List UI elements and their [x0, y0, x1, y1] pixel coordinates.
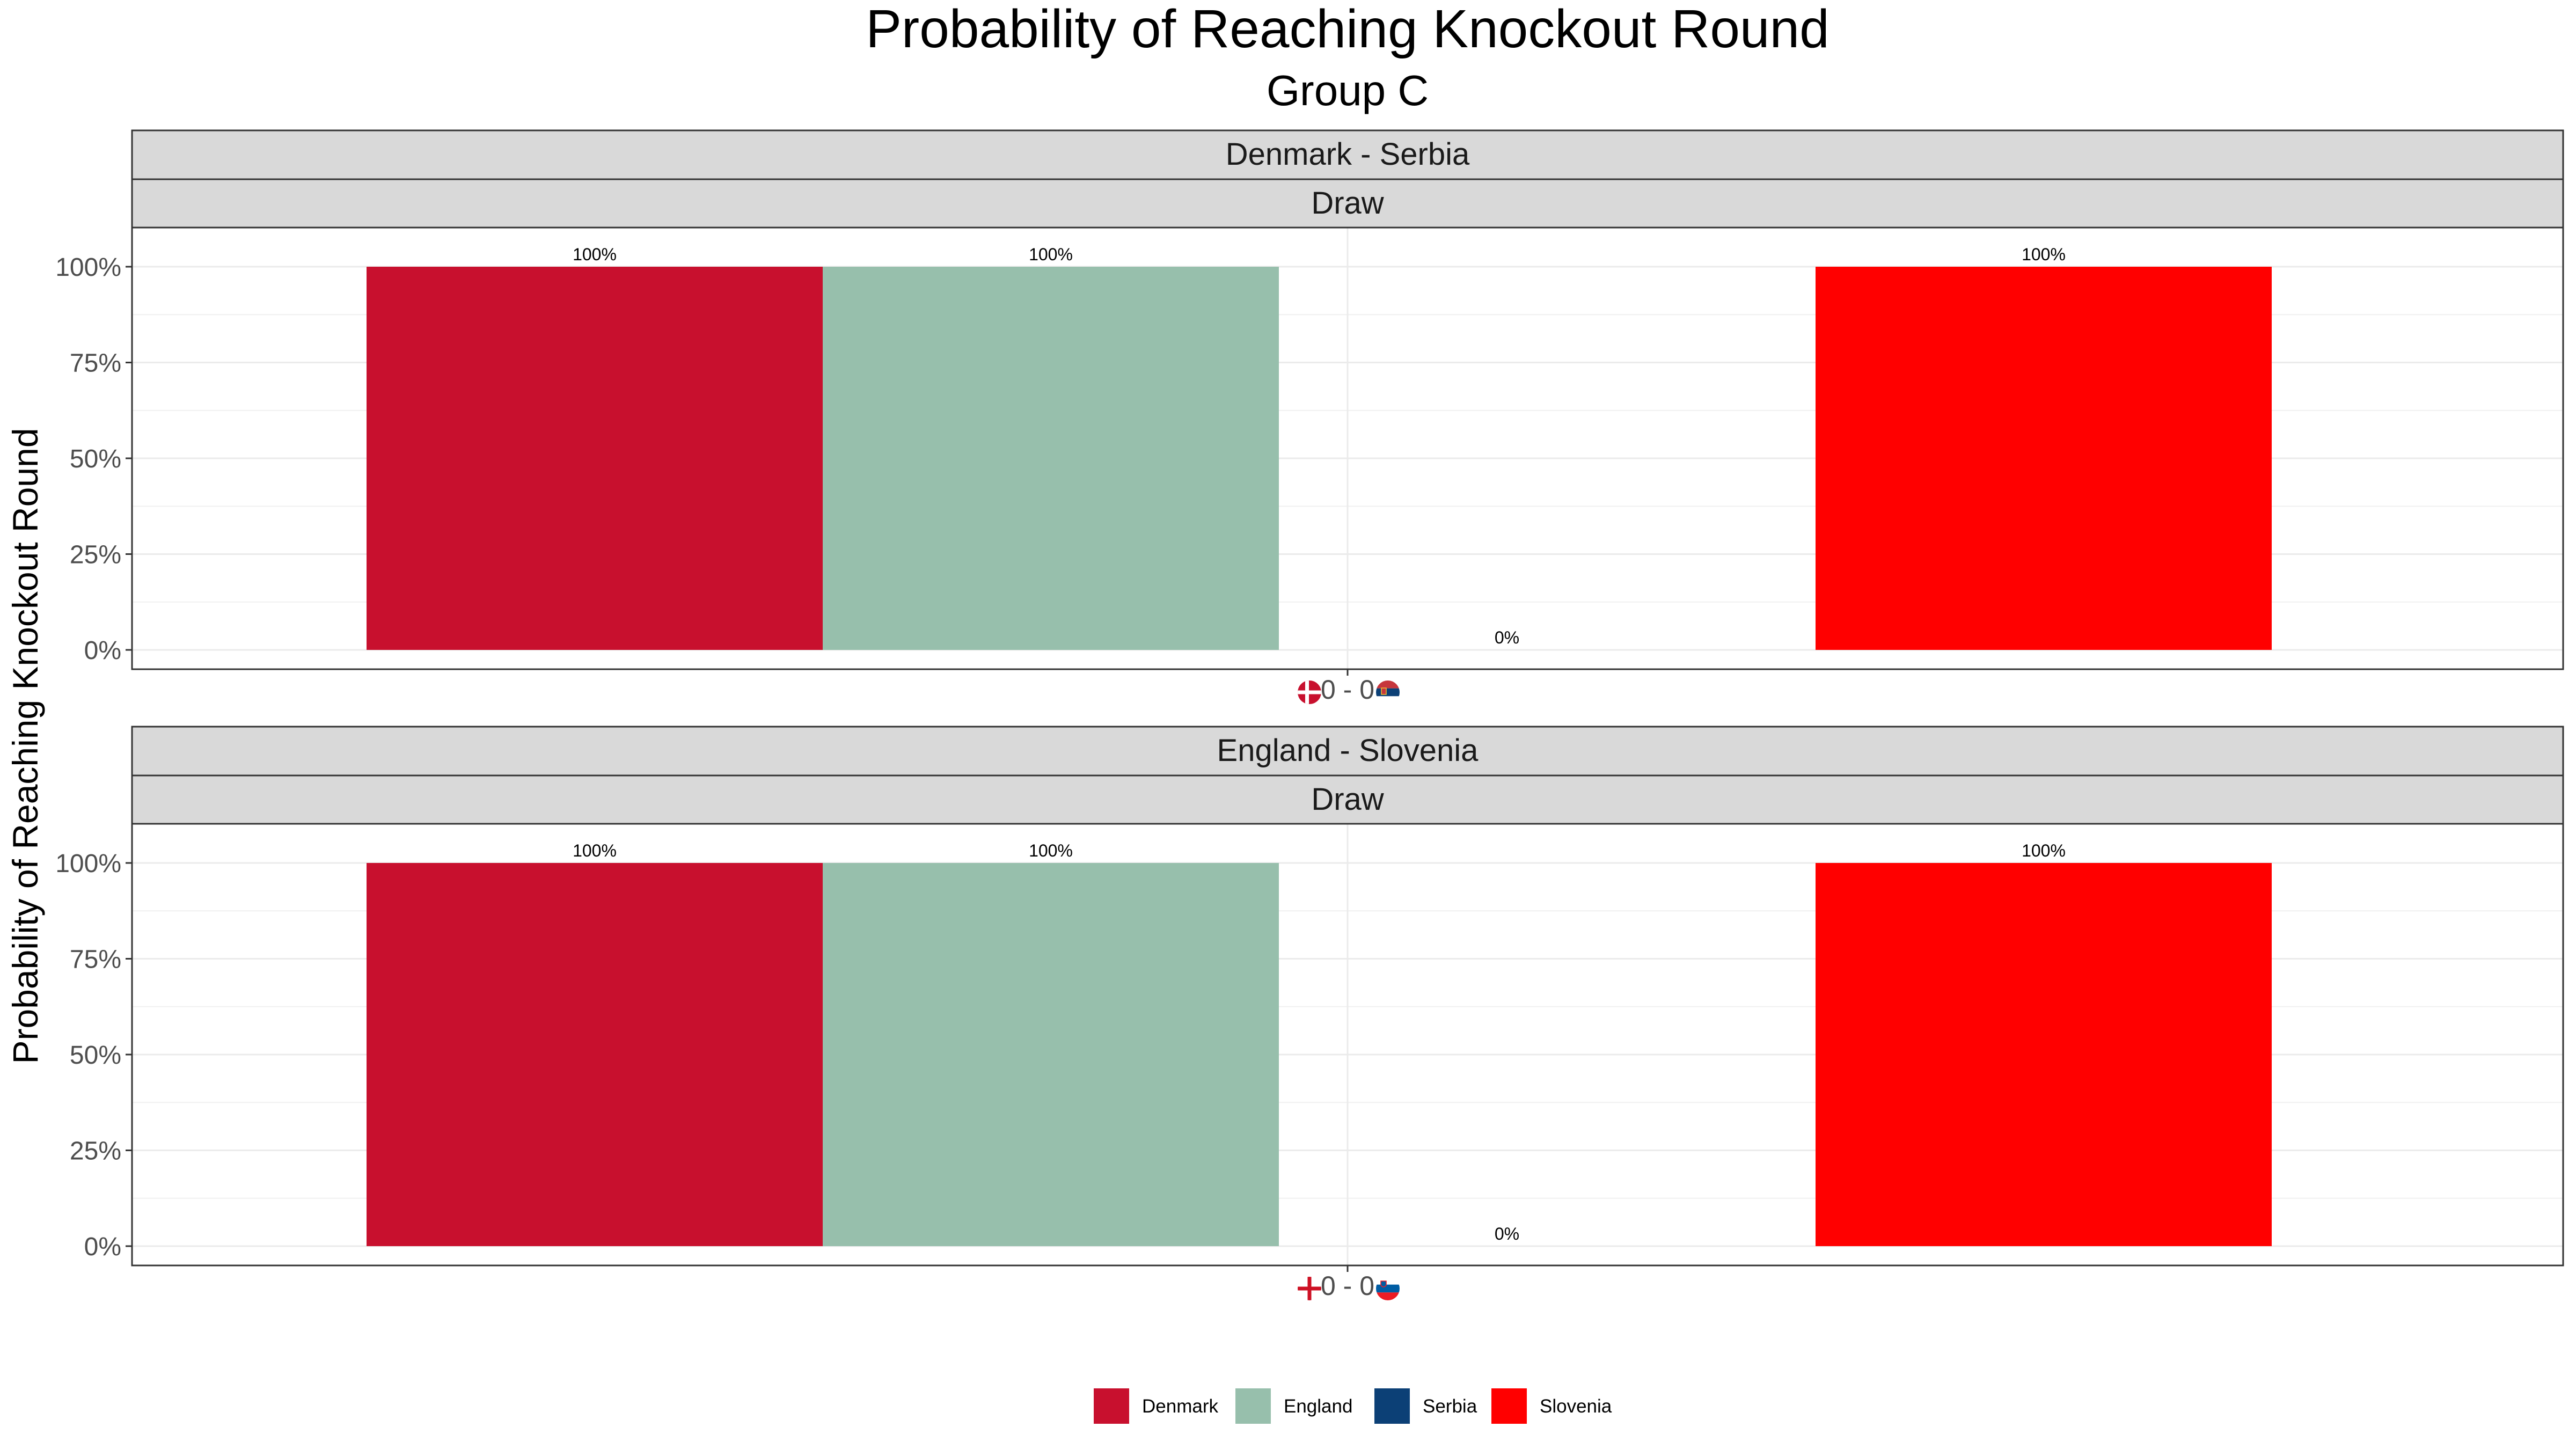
y-tick-label: 75%	[70, 349, 121, 378]
legend-item-england: England	[1235, 1388, 1352, 1424]
bar-value-label: 0%	[1495, 1224, 1519, 1243]
chart-title: Probability of Reaching Knockout Round	[866, 0, 1829, 59]
bar-denmark	[367, 267, 823, 650]
x-tick-label: 0 - 0	[1321, 1271, 1374, 1301]
bar-slovenia	[1816, 863, 2272, 1246]
denmark-flag-icon	[1298, 680, 1321, 704]
bar-england	[823, 863, 1279, 1246]
strip-result-label: Draw	[1311, 186, 1384, 221]
legend-item-serbia: Serbia	[1374, 1388, 1477, 1424]
legend-key	[1235, 1388, 1271, 1424]
chart-subtitle: Group C	[1267, 67, 1429, 114]
bar-value-label: 0%	[1495, 628, 1519, 647]
y-tick-label: 100%	[55, 253, 121, 282]
facet-panel: England - Slovenia Draw 100% 100% 0% 100% 0% 25…	[55, 726, 2564, 1301]
legend-item-denmark: Denmark	[1094, 1388, 1218, 1424]
y-tick-label: 25%	[70, 1137, 121, 1166]
strip-result	[131, 774, 2564, 825]
y-tick-label: 25%	[70, 541, 121, 569]
y-tick-label: 100%	[55, 850, 121, 878]
strip-match	[131, 129, 2564, 180]
facet-panels: Denmark - Serbia Draw 100% 100% 0% 100% 0% 25% 5…	[55, 129, 2564, 1301]
bar-slovenia	[1816, 267, 2272, 650]
strip-match	[131, 726, 2564, 777]
strip-result-label: Draw	[1311, 782, 1384, 817]
y-tick-label: 75%	[70, 946, 121, 974]
bar-value-label: 100%	[573, 245, 617, 264]
bar-england	[823, 267, 1279, 650]
legend-key	[1374, 1388, 1410, 1424]
slovenia-flag-icon	[1376, 1277, 1400, 1300]
bar-value-label: 100%	[2022, 245, 2066, 264]
facet-panel: Denmark - Serbia Draw 100% 100% 0% 100% 0% 25% 5…	[55, 129, 2564, 705]
y-tick-label: 50%	[70, 1041, 121, 1070]
bar-value-label: 100%	[2022, 841, 2066, 860]
bar-value-label: 100%	[1029, 841, 1073, 860]
bar-value-label: 100%	[1029, 245, 1073, 264]
strip-match-label: Denmark - Serbia	[1226, 137, 1470, 172]
legend-item-slovenia: Slovenia	[1491, 1388, 1612, 1424]
legend-label: England	[1284, 1396, 1352, 1417]
x-tick-label: 0 - 0	[1321, 675, 1374, 705]
legend-key	[1094, 1388, 1129, 1424]
england-flag-icon	[1298, 1277, 1321, 1300]
bar-value-label: 100%	[573, 841, 617, 860]
y-tick-label: 50%	[70, 445, 121, 473]
bar-denmark	[367, 863, 823, 1246]
legend-label: Slovenia	[1540, 1396, 1612, 1417]
legend-label: Serbia	[1423, 1396, 1477, 1417]
strip-result	[131, 178, 2564, 229]
y-tick-label: 0%	[84, 636, 121, 665]
legend-label: Denmark	[1142, 1396, 1218, 1417]
strip-match-label: England - Slovenia	[1217, 733, 1479, 768]
legend: Denmark England Serbia Slovenia	[1094, 1388, 1612, 1424]
y-tick-label: 0%	[84, 1233, 121, 1261]
legend-key	[1491, 1388, 1527, 1424]
serbia-flag-icon	[1376, 680, 1400, 704]
y-axis-title: Probability of Reaching Knockout Round	[5, 428, 45, 1064]
